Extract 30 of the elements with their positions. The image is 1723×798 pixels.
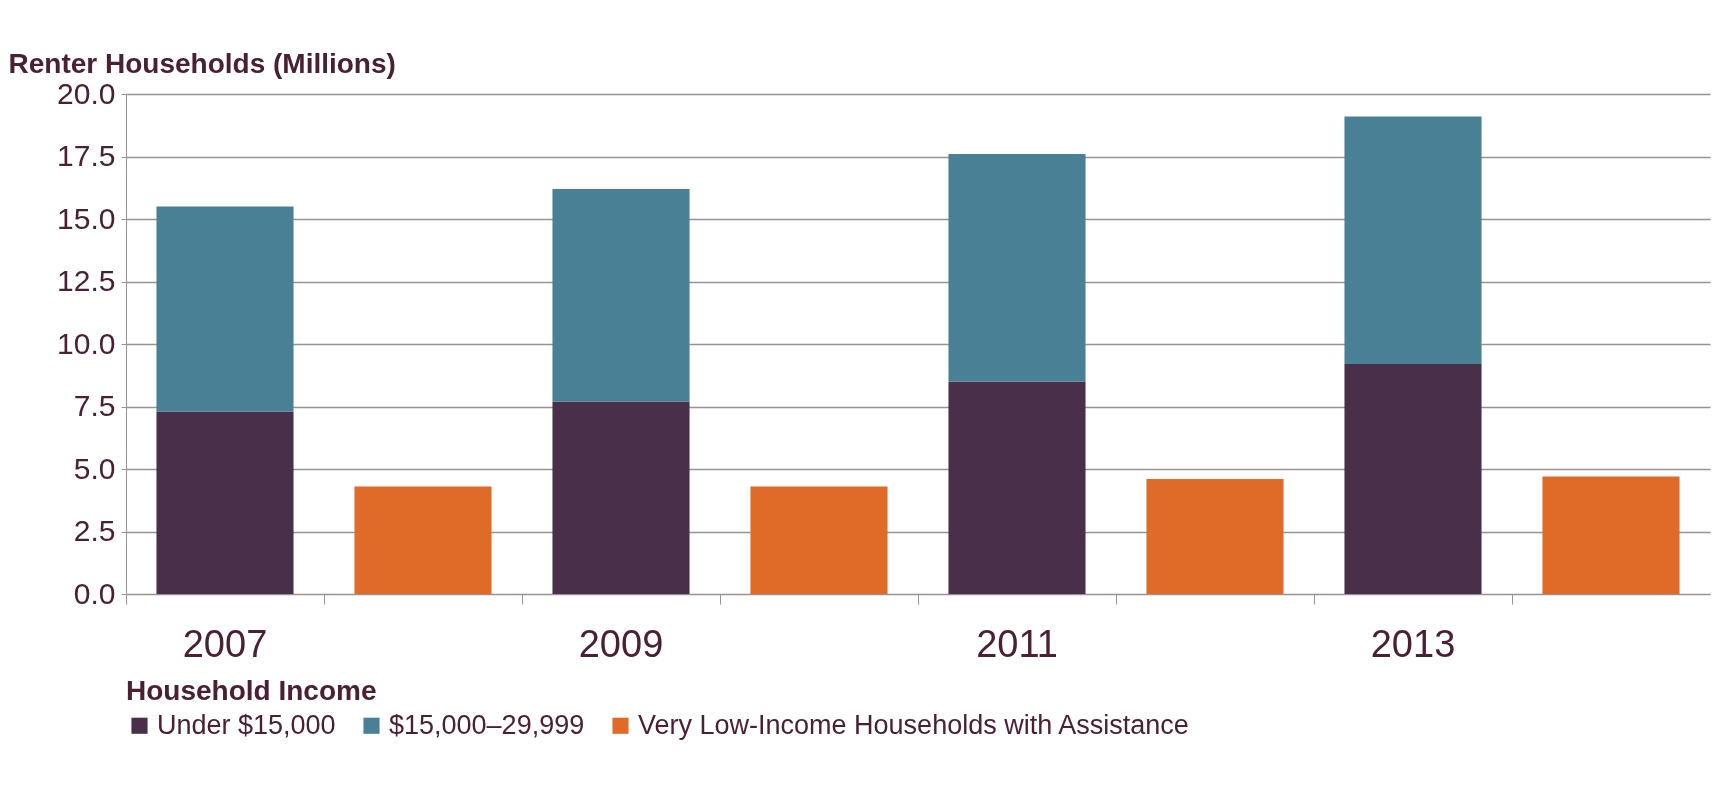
y-tick-label: 20.0	[57, 76, 116, 110]
bar	[948, 381, 1086, 594]
bar	[156, 411, 294, 594]
x-tick-label: 2013	[1370, 622, 1456, 665]
y-tick-label: 2.5	[73, 514, 116, 547]
bar	[1344, 364, 1482, 594]
legend-label: $15,000–29,999	[389, 709, 585, 740]
x-tick-label: 2009	[578, 622, 664, 665]
y-tick-label: 0.0	[73, 576, 116, 610]
y-tick-label: 10.0	[57, 326, 116, 360]
bar	[1344, 116, 1482, 364]
x-tick-label: 2007	[182, 622, 268, 665]
bar	[156, 206, 294, 412]
bar	[948, 154, 1086, 382]
bar	[552, 401, 690, 594]
y-tick-label: 7.5	[73, 389, 116, 422]
y-axis-title: Renter Households (Millions)	[8, 47, 396, 79]
y-tick-label: 5.0	[73, 451, 116, 485]
y-tick-label: 15.0	[57, 201, 116, 235]
y-tick-label: 12.5	[57, 264, 116, 297]
legend-label: Under $15,000	[157, 709, 336, 740]
y-tick-label: 17.5	[57, 139, 116, 172]
bar	[552, 189, 690, 402]
bar	[354, 486, 492, 594]
x-tick-label: 2011	[976, 622, 1058, 665]
bar	[1542, 476, 1680, 594]
legend-title: Household Income	[126, 675, 377, 706]
legend-label: Very Low-Income Households with Assistance	[638, 709, 1189, 740]
bar	[1146, 479, 1284, 594]
bar	[750, 486, 888, 594]
